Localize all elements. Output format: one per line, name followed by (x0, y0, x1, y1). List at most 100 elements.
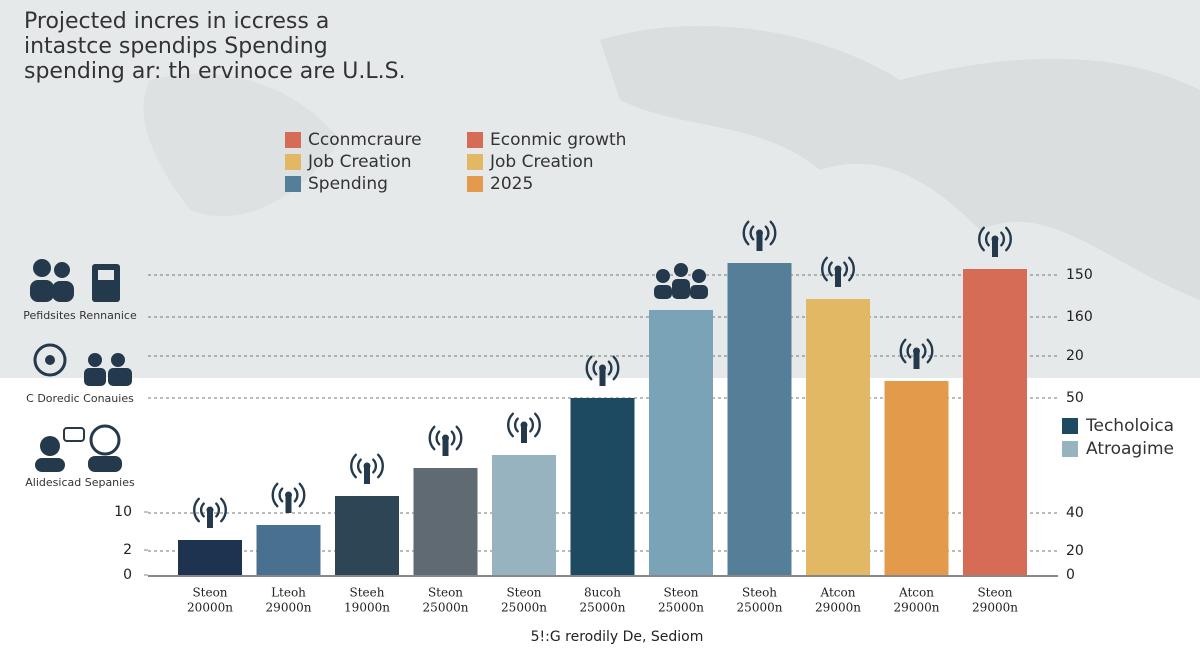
wifi-arc (534, 412, 541, 438)
wifi-dot (363, 462, 371, 470)
legend-label: Job Creation (307, 152, 412, 172)
y2-tick-label: 20 (1066, 543, 1084, 559)
wifi-mast (207, 512, 213, 528)
wifi-arc (450, 430, 456, 446)
wifi-arc (921, 343, 927, 359)
wifi-arc (607, 360, 613, 376)
bar (649, 310, 713, 575)
wifi-arc (749, 225, 755, 241)
side-label: C Doredic Conauies (26, 392, 134, 405)
person-body (654, 285, 672, 299)
wifi-dot (442, 434, 449, 442)
x-tick-label: Atcon (898, 586, 934, 600)
bar (570, 398, 635, 575)
bar (884, 381, 949, 575)
wifi-mast (521, 427, 527, 443)
person-body (690, 285, 708, 299)
legend-label: Atroagime (1086, 439, 1174, 459)
x-tick-label: Steeh (350, 586, 385, 600)
wifi-icon (428, 425, 463, 456)
x-tick-label: Steon (428, 586, 463, 600)
legend-swatch (285, 154, 301, 170)
title-line: spending ar: th ervinoce are U.L.S. (24, 59, 406, 84)
wifi-arc (906, 343, 912, 359)
wifi-icon (350, 453, 384, 484)
wifi-arc (350, 453, 357, 479)
wifi-arc (372, 458, 378, 474)
x-tick-label: 29000n (972, 601, 1018, 615)
wifi-dot (913, 347, 920, 355)
legend-label: 2025 (490, 174, 533, 194)
x-tick-label: 25000n (423, 601, 469, 615)
bar (256, 525, 321, 575)
legend-swatch (467, 154, 483, 170)
wifi-dot (285, 491, 292, 499)
legend-swatch (1062, 418, 1078, 434)
title-line: Projected incres in iccress a (24, 9, 329, 34)
wifi-icon (821, 256, 855, 287)
legend-swatch (1062, 441, 1078, 457)
wifi-arc (513, 417, 519, 433)
wifi-mast (442, 440, 449, 456)
bar (413, 468, 478, 575)
y2-tick-label: 160 (1066, 309, 1093, 325)
wifi-arc (984, 231, 990, 247)
wifi-arc (899, 338, 907, 364)
wifi-arc (193, 497, 200, 523)
y2-tick-label: 50 (1066, 390, 1084, 406)
wifi-arc (435, 430, 441, 446)
x-tick-label: 25000n (580, 601, 626, 615)
legend-label: Econmic growth (490, 130, 626, 150)
wifi-dot (520, 421, 528, 429)
wifi-arc (529, 417, 535, 433)
wifi-arc (926, 338, 934, 364)
bar (492, 455, 556, 575)
x-tick-label: Steon (506, 586, 541, 600)
x-tick-label: 19000n (344, 601, 390, 615)
legend-label: Spending (308, 174, 388, 194)
x-tick-label: 8ucoh (584, 586, 621, 600)
wifi-mast (756, 235, 763, 251)
wifi-arc (507, 412, 514, 438)
x-tick-label: 25000n (737, 601, 783, 615)
wifi-arc (592, 360, 598, 376)
wifi-arc (455, 425, 463, 451)
bar (727, 263, 792, 575)
wifi-mast (364, 468, 370, 484)
y2-tick-label: 20 (1066, 348, 1084, 364)
legend-swatch (285, 176, 301, 192)
wifi-dot (991, 235, 999, 243)
wifi-icon (271, 482, 306, 513)
wifi-arc (356, 458, 362, 474)
wifi-dot (756, 229, 763, 237)
y2-tick-label: 0 (1066, 567, 1075, 583)
wifi-mast (599, 370, 606, 386)
person-head (656, 269, 670, 283)
wifi-icon (193, 497, 227, 528)
wifi-arc (1005, 226, 1012, 252)
wifi-dot (206, 506, 214, 514)
wifi-icon (507, 412, 541, 443)
title-line: intastce spendips Spending (24, 34, 328, 59)
wifi-icon (585, 355, 620, 386)
x-tick-label: Lteoh (271, 586, 306, 600)
y-tick-label: 10 (114, 504, 132, 520)
wifi-arc (769, 220, 777, 246)
legend-swatch (285, 132, 301, 148)
wifi-arc (585, 355, 593, 381)
x-tick-label: 29000n (815, 601, 861, 615)
wifi-icon (899, 338, 934, 369)
x-tick-label: 25000n (658, 601, 704, 615)
wifi-arc (428, 425, 436, 451)
x-tick-label: Steoh (742, 586, 777, 600)
wifi-dot (834, 265, 842, 273)
bar (806, 299, 870, 575)
wifi-mast (285, 497, 292, 513)
y2-tick-label: 40 (1066, 505, 1084, 521)
wifi-icon (978, 226, 1012, 257)
person-head (674, 263, 688, 277)
wifi-arc (220, 497, 227, 523)
wifi-arc (827, 261, 833, 277)
wifi-arc (821, 256, 828, 282)
x-axis-label: 5!:G rerodily De, Sediom (531, 629, 704, 645)
